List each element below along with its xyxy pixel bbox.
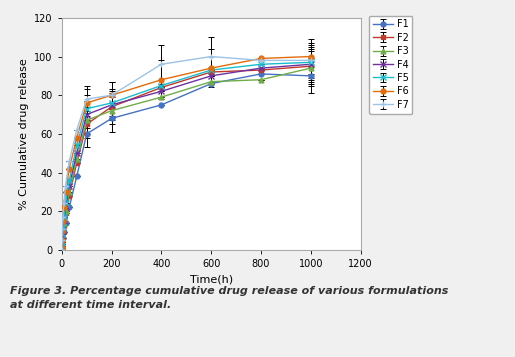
Text: Figure 3. Percentage cumulative drug release of various formulations
at differen: Figure 3. Percentage cumulative drug rel… — [10, 286, 449, 310]
X-axis label: Time(h): Time(h) — [190, 275, 233, 285]
Legend: F1, F2, F3, F4, F5, F6, F7: F1, F2, F3, F4, F5, F6, F7 — [369, 15, 413, 114]
Y-axis label: % Cumulative drug release: % Cumulative drug release — [19, 58, 29, 210]
